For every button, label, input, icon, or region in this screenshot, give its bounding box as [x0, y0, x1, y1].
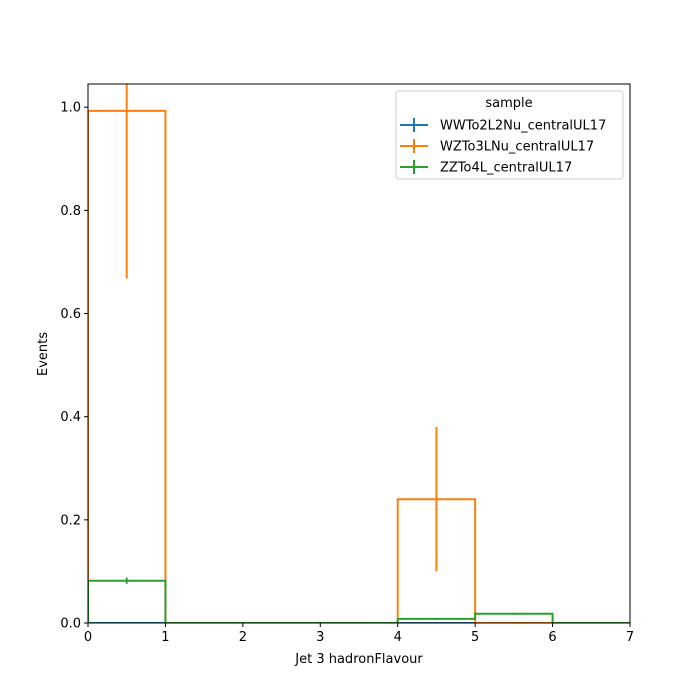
legend: sample WWTo2L2Nu_centralUL17 WZTo3LNu_cen…: [395, 90, 624, 180]
x-tick-label: 5: [471, 630, 479, 645]
y-tick-label: 0.4: [60, 410, 81, 425]
legend-entry: WWTo2L2Nu_centralUL17: [400, 118, 606, 134]
legend-entries: WWTo2L2Nu_centralUL17 WZTo3LNu_centralUL1…: [400, 118, 606, 176]
x-axis: 0 1 2 3 4 5 6 7: [84, 623, 634, 645]
legend-label: WZTo3LNu_centralUL17: [440, 140, 594, 155]
x-tick-label: 1: [161, 630, 169, 645]
y-tick-label: 0.8: [60, 204, 81, 219]
y-tick-label: 0.2: [60, 513, 81, 528]
legend-entry: WZTo3LNu_centralUL17: [400, 139, 594, 155]
series-step-line: [88, 579, 630, 623]
series-step-line: [88, 109, 630, 623]
legend-entry: ZZTo4L_centralUL17: [400, 160, 572, 176]
x-tick-label: 0: [84, 630, 92, 645]
y-axis-label: Events: [36, 332, 51, 376]
x-tick-label: 4: [394, 630, 402, 645]
series-1: [88, 84, 630, 623]
x-tick-label: 6: [548, 630, 556, 645]
y-tick-label: 0.0: [60, 617, 81, 632]
legend-title: sample: [485, 96, 532, 111]
legend-box: [395, 90, 624, 180]
y-tick-label: 1.0: [60, 101, 81, 116]
legend-label: ZZTo4L_centralUL17: [440, 161, 572, 176]
y-tick-label: 0.6: [60, 307, 81, 322]
x-axis-label: Jet 3 hadronFlavour: [294, 652, 423, 667]
legend-label: WWTo2L2Nu_centralUL17: [440, 119, 606, 134]
x-tick-label: 3: [316, 630, 324, 645]
y-axis: 0.0 0.2 0.4 0.6 0.8 1.0: [60, 101, 88, 632]
axes-frame: [87, 83, 631, 624]
x-tick-label: 2: [239, 630, 247, 645]
plot-area: [88, 84, 630, 623]
series-2: [88, 577, 630, 623]
x-tick-label: 7: [626, 630, 634, 645]
